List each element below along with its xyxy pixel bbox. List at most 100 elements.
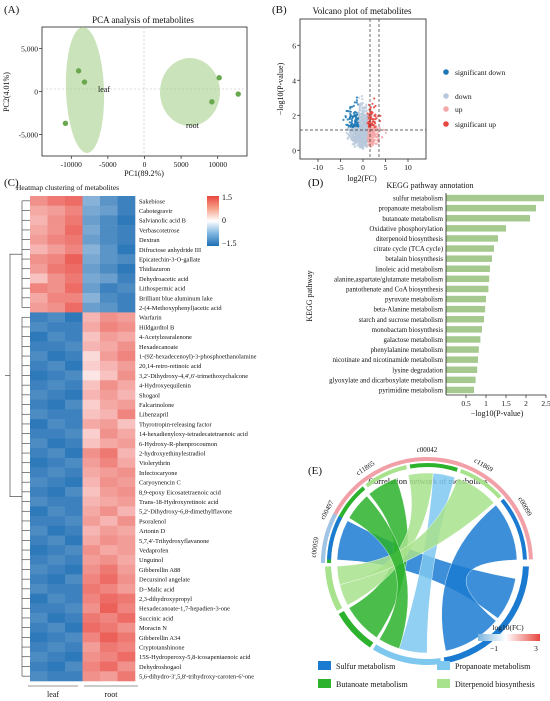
sector-diterpenoid xyxy=(325,566,343,611)
heat-cell-0-4 xyxy=(100,196,118,206)
heat-cell-9-5 xyxy=(117,283,136,294)
heat-cell-28-4 xyxy=(100,467,118,478)
heat-cell-27-3 xyxy=(82,457,101,468)
node-arc-5 xyxy=(327,516,343,560)
heat-cell-33-4 xyxy=(100,516,118,527)
volcano-point xyxy=(353,140,356,144)
volcano-point xyxy=(380,136,384,139)
heat-cell-34-3 xyxy=(82,525,101,536)
heat-cell-15-0 xyxy=(30,341,48,352)
volcano-ytick-3: 6 xyxy=(292,41,296,50)
kegg-xlabel: −log10(P-value) xyxy=(471,409,524,418)
heat-cell-18-5 xyxy=(117,370,136,381)
heat-cell-39-3 xyxy=(82,574,101,585)
heat-cell-12-3 xyxy=(82,312,101,323)
heat-cell-12-4 xyxy=(100,312,118,323)
heat-row-label-9: Lithospermic acid xyxy=(139,286,186,293)
volcano-point xyxy=(382,128,385,132)
chord-legend-propanoate: Propanoate metabolism xyxy=(455,662,531,671)
volcano-point xyxy=(363,114,366,117)
volcano-point xyxy=(360,144,363,147)
heat-cell-33-2 xyxy=(65,516,83,527)
heat-cell-41-1 xyxy=(47,593,66,604)
volcano-point xyxy=(360,124,363,127)
heat-cell-16-4 xyxy=(100,351,118,362)
volcano-point xyxy=(374,125,377,128)
heat-cell-8-2 xyxy=(65,273,83,284)
kegg-bar-5 xyxy=(446,245,494,252)
heat-cell-42-1 xyxy=(47,603,66,614)
legend-up: up xyxy=(455,105,463,114)
heat-cell-31-4 xyxy=(100,496,118,507)
kegg-category-10: pyruvate metabolism xyxy=(385,297,444,304)
heat-cell-32-0 xyxy=(30,506,48,517)
kegg-bar-10 xyxy=(446,295,486,303)
node-arc-4 xyxy=(500,498,527,560)
volcano-ylabel: −log10(P-value) xyxy=(276,62,285,115)
heat-row-label-5: Difructose anhydride III xyxy=(139,247,201,254)
volcano-point xyxy=(360,135,363,138)
volcano-point xyxy=(355,96,358,99)
heat-row-label-1: Cabotegravir xyxy=(139,208,173,215)
heat-cell-16-5 xyxy=(117,351,136,362)
heat-cell-24-3 xyxy=(82,428,101,439)
heat-cell-45-2 xyxy=(65,632,83,643)
heat-cell-23-0 xyxy=(30,419,48,430)
volcano-point xyxy=(372,118,375,121)
volcano-point xyxy=(363,139,366,142)
kegg-ylabel: KEGG pathway xyxy=(305,270,314,321)
heat-cell-47-3 xyxy=(82,651,101,662)
kegg-bar-3 xyxy=(446,225,506,232)
volcano-ytick-1: 2 xyxy=(292,111,296,120)
heat-cell-26-3 xyxy=(82,448,101,459)
volcano-point xyxy=(356,144,359,147)
pca-group-root: root xyxy=(186,121,200,130)
heat-cell-25-4 xyxy=(100,438,118,449)
heat-cell-39-5 xyxy=(117,574,136,585)
pca-ytick-1: 0 xyxy=(34,88,38,97)
heat-cell-28-5 xyxy=(117,467,136,478)
volcano-point xyxy=(359,102,363,105)
volcano-ytick-2: 4 xyxy=(292,76,296,85)
volcano-point xyxy=(346,118,349,121)
heat-cell-14-5 xyxy=(117,331,136,342)
pca-group-leaf: leaf xyxy=(98,85,110,94)
heat-cell-22-0 xyxy=(30,409,48,420)
heat-cell-24-0 xyxy=(30,428,48,439)
legend-down: down xyxy=(455,92,472,101)
heat-row-label-42: Hexadecanoate-1,7-hepadien-3-one xyxy=(139,606,230,613)
sector-propanoate xyxy=(372,644,442,665)
heat-cell-14-1 xyxy=(47,331,66,342)
heat-cell-18-4 xyxy=(100,370,118,381)
node-arc-2 xyxy=(409,463,458,472)
heat-cell-49-4 xyxy=(100,671,118,682)
heat-cell-21-5 xyxy=(117,399,136,410)
heat-cell-35-3 xyxy=(82,535,101,546)
colorbar-mid: 0 xyxy=(222,216,226,225)
volcano-point xyxy=(365,133,369,136)
heat-cell-28-0 xyxy=(30,467,48,478)
volcano-point xyxy=(353,145,356,148)
heat-cell-0-5 xyxy=(117,196,136,206)
heat-row-label-38: Gibberellin A88 xyxy=(139,567,180,574)
volcano-point xyxy=(351,143,354,146)
heat-row-label-8: Dehydroacetic acid xyxy=(139,276,189,283)
heat-cell-0-1 xyxy=(47,196,66,206)
heat-cell-29-3 xyxy=(82,477,101,488)
heat-cell-8-5 xyxy=(117,273,136,284)
heat-cell-36-5 xyxy=(117,545,136,556)
heat-cell-19-5 xyxy=(117,380,136,391)
legend-dot-significant-down xyxy=(443,69,449,75)
node-arc-3 xyxy=(459,469,502,499)
heat-cell-16-0 xyxy=(30,351,48,362)
kegg-category-9: pantothenate and CoA biosynthesis xyxy=(346,286,443,293)
volcano-point xyxy=(379,114,382,117)
heat-cell-18-2 xyxy=(65,370,83,381)
heat-cell-1-0 xyxy=(30,205,48,216)
volcano-point xyxy=(371,120,374,123)
volcano-point xyxy=(357,114,360,117)
pca-point-leaf-3 xyxy=(62,120,69,127)
heat-cell-48-4 xyxy=(100,661,118,672)
heat-cell-8-0 xyxy=(30,273,48,284)
heat-cell-4-3 xyxy=(82,234,101,245)
